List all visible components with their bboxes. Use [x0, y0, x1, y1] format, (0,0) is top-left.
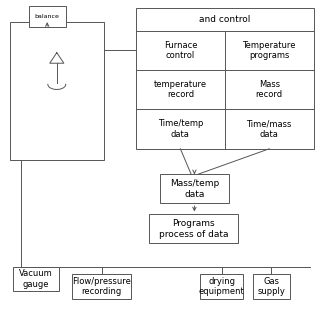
Bar: [149, 214, 238, 243]
Bar: [160, 174, 229, 203]
Text: Temperature
programs: Temperature programs: [243, 41, 296, 60]
Text: Vacuum
gauge: Vacuum gauge: [19, 269, 53, 289]
Bar: [10, 22, 104, 160]
Bar: [72, 274, 131, 299]
Text: Flow/pressure
recording: Flow/pressure recording: [72, 277, 131, 296]
Bar: [200, 274, 243, 299]
Text: balance: balance: [35, 14, 60, 19]
Text: Furnace
control: Furnace control: [164, 41, 197, 60]
Bar: [136, 8, 314, 149]
Text: drying
equipment: drying equipment: [199, 277, 244, 296]
Bar: [253, 274, 290, 299]
Bar: [13, 267, 59, 291]
Text: Programs
process of data: Programs process of data: [159, 219, 228, 238]
Text: and control: and control: [199, 15, 251, 24]
Text: Mass
record: Mass record: [256, 80, 283, 100]
Text: temperature
record: temperature record: [154, 80, 207, 100]
Text: Time/temp
data: Time/temp data: [158, 119, 203, 139]
Text: Gas
supply: Gas supply: [257, 277, 285, 296]
Bar: [29, 6, 66, 27]
Text: Time/mass
data: Time/mass data: [246, 119, 292, 139]
Text: Mass/temp
data: Mass/temp data: [170, 179, 219, 198]
